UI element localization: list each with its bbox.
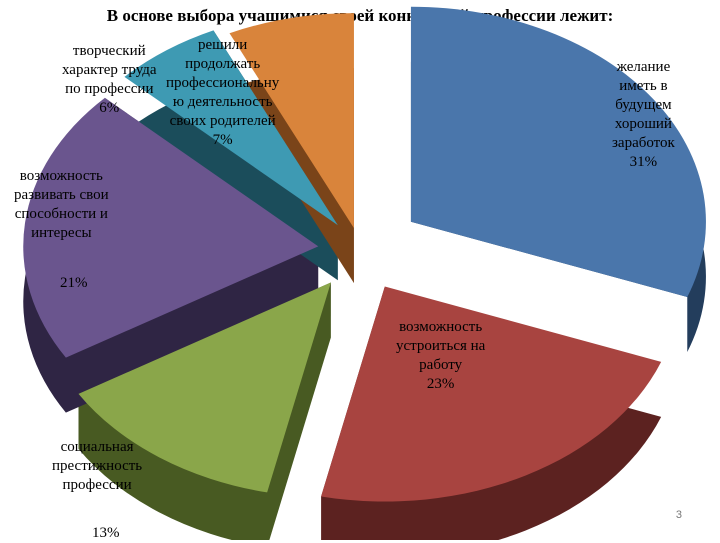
label-creative-line: творческий bbox=[72, 43, 146, 59]
value-salary: 31% bbox=[629, 154, 658, 170]
label-salary-line: хороший bbox=[614, 116, 672, 132]
slice-employment bbox=[321, 286, 662, 502]
label-creative-line: характер труда bbox=[62, 62, 157, 78]
label-parents-line: решили bbox=[198, 37, 248, 53]
slide-number: 3 bbox=[675, 509, 682, 521]
label-prestige-line: социальная bbox=[60, 439, 134, 455]
label-abilities: возможность развивать свои способности и… bbox=[14, 167, 109, 243]
label-employment-line: возможность bbox=[399, 319, 483, 335]
label-creative-line: по профессии bbox=[65, 81, 154, 97]
label-abilities-line: развивать свои bbox=[14, 187, 109, 203]
slice-creative bbox=[124, 30, 338, 226]
label-prestige-line: профессии bbox=[62, 477, 132, 493]
value-parents: 7% bbox=[212, 132, 233, 148]
label-parents-line: своих родителей bbox=[169, 113, 276, 129]
slice-abilities bbox=[23, 97, 319, 358]
label-salary-line: будущем bbox=[615, 97, 672, 113]
slice-parents bbox=[229, 13, 354, 229]
value-employment: 23% bbox=[426, 376, 455, 392]
label-employment-line: работу bbox=[419, 357, 463, 373]
label-abilities-line: способности и bbox=[14, 206, 108, 222]
value-creative: 6% bbox=[99, 100, 120, 116]
label-salary-line: иметь в bbox=[619, 78, 668, 94]
label-parents: решили продолжать профессиональну ю деят… bbox=[166, 36, 279, 150]
label-abilities-line: возможность bbox=[19, 168, 103, 184]
slice-side-creative bbox=[124, 30, 338, 281]
label-salary-line: заработок bbox=[612, 135, 675, 151]
label-prestige: социальная престижность профессии bbox=[52, 438, 142, 495]
label-prestige-line: престижность bbox=[52, 458, 143, 474]
label-parents-line: ю деятельность bbox=[172, 94, 273, 110]
label-employment-line: устроиться на bbox=[396, 338, 486, 354]
label-parents-line: профессиональну bbox=[166, 75, 280, 91]
label-abilities-line: интересы bbox=[31, 225, 92, 241]
value-abilities: 21% bbox=[60, 275, 88, 291]
label-parents-line: продолжать bbox=[185, 56, 261, 72]
slice-salary bbox=[410, 6, 706, 298]
label-creative: творческий характер труда по профессии 6… bbox=[62, 42, 157, 118]
slice-prestige bbox=[78, 282, 331, 493]
label-employment: возможность устроиться на работу 23% bbox=[396, 318, 485, 394]
label-salary-line: желание bbox=[616, 59, 671, 75]
label-salary: желание иметь в будущем хороший заработо… bbox=[612, 58, 675, 172]
value-prestige: 13% bbox=[92, 525, 120, 541]
